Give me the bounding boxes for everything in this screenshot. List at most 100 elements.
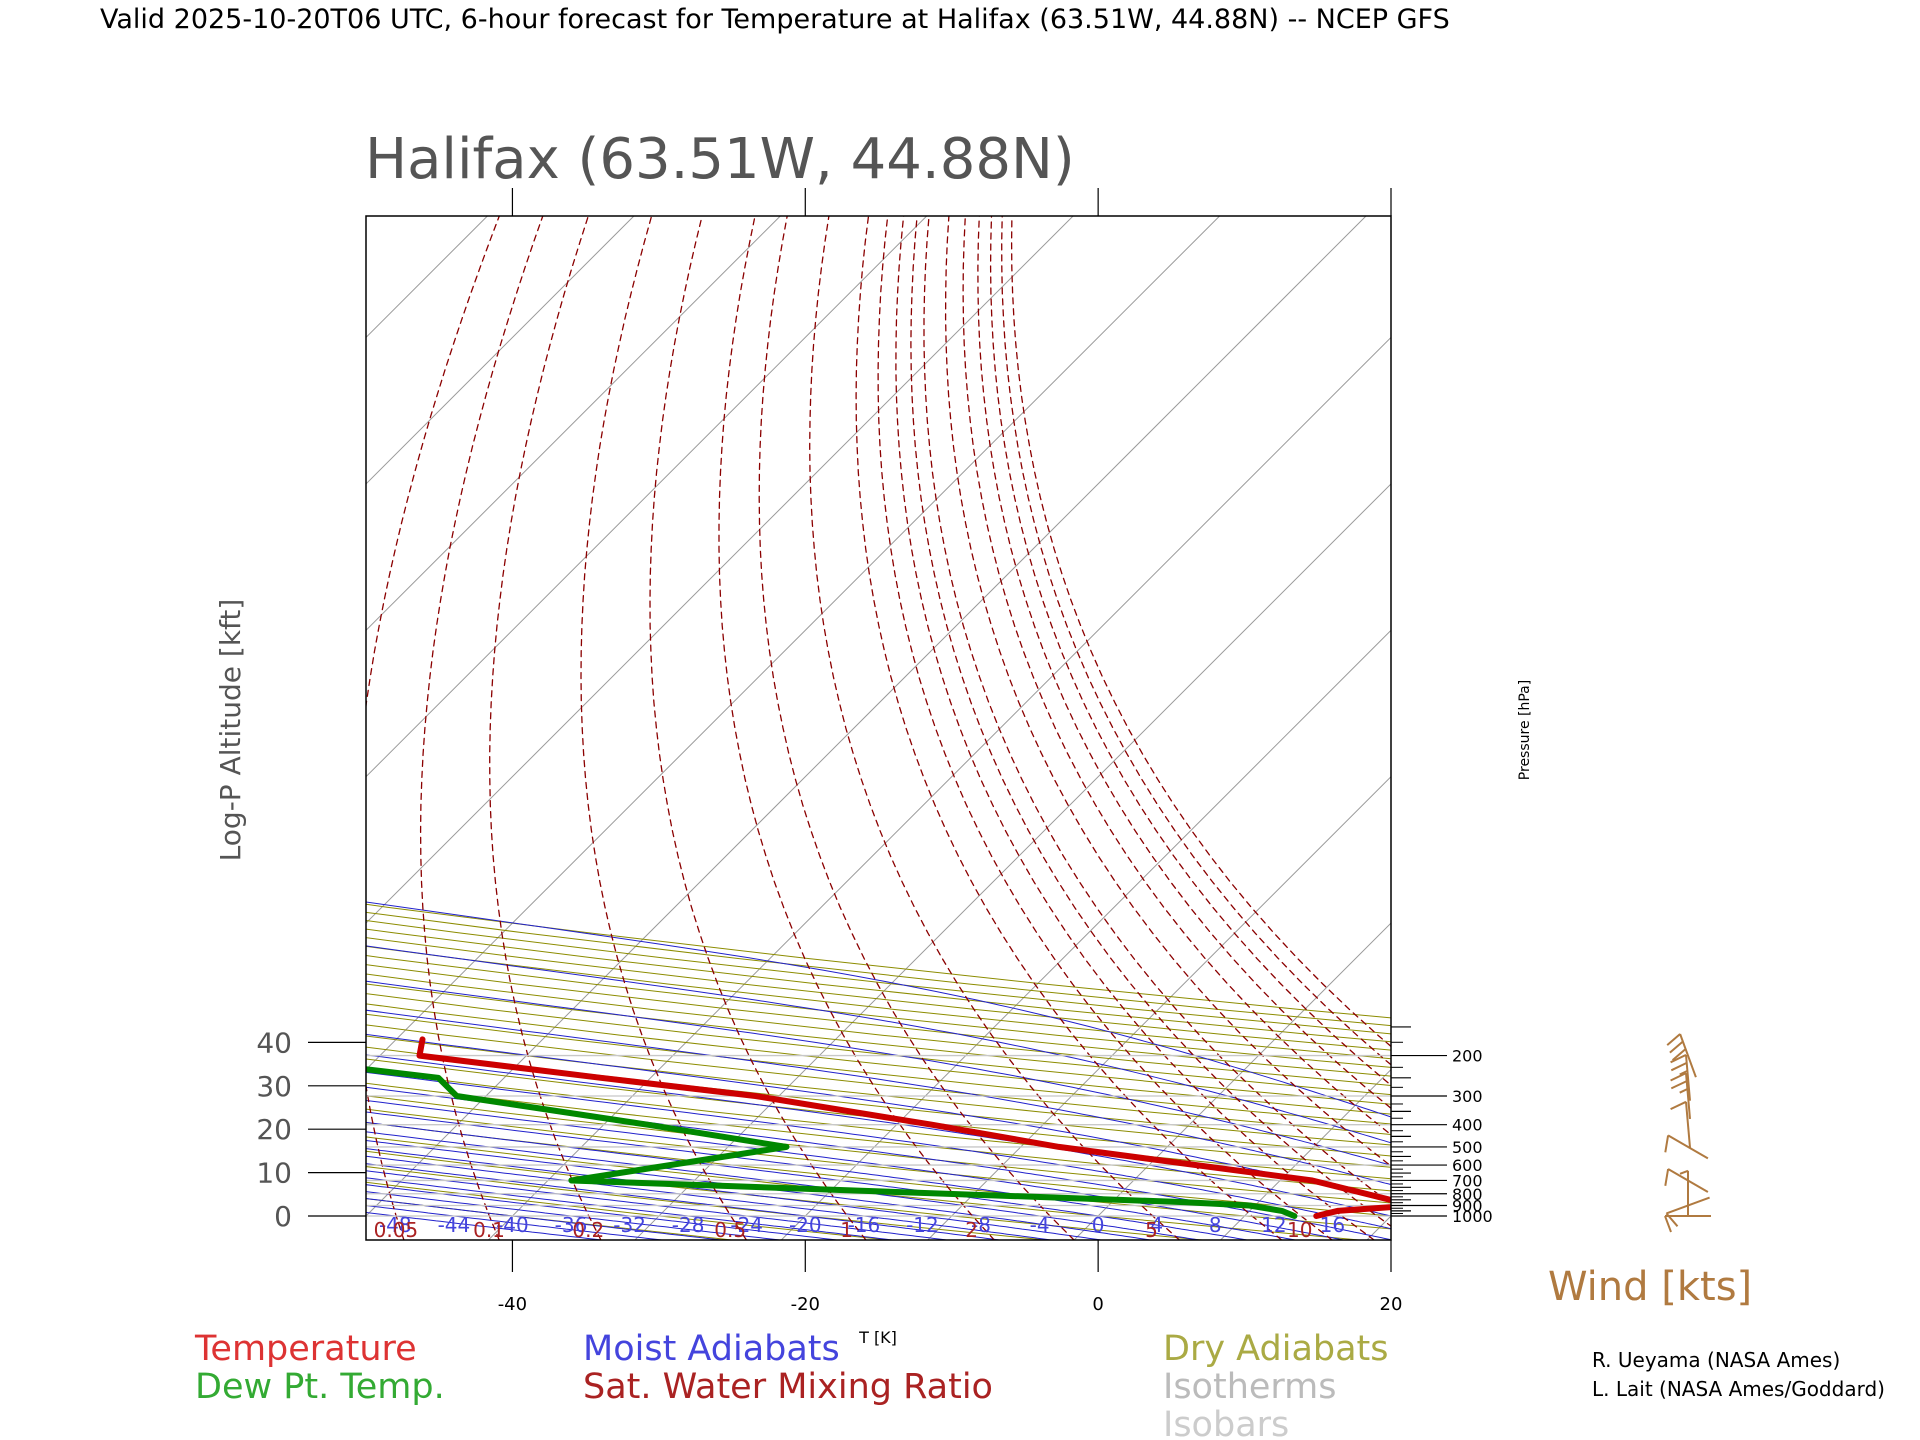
isotherm — [634, 483, 1391, 1240]
pressure-tick-label: 800 — [1452, 1185, 1483, 1204]
mixing-ratio-label: 1 — [840, 1218, 853, 1242]
dry-adiabat — [366, 993, 1391, 1105]
moist-adiabat — [366, 1148, 1105, 1240]
credits: R. Ueyama (NASA Ames) L. Lait (NASA Ames/… — [1592, 1348, 1885, 1401]
isotherm — [1073, 922, 1391, 1240]
mixing-ratio-line — [855, 216, 1283, 1240]
legend-item: Moist Adiabats — [583, 1329, 840, 1369]
mixing-ratio-line — [366, 216, 500, 1240]
moist-adiabat — [366, 1184, 841, 1240]
moist-adiabat-label: -4 — [1030, 1213, 1050, 1237]
moist-adiabat — [366, 1054, 1391, 1217]
wind-barb-flag — [1670, 1072, 1687, 1082]
pressure-tick-label: 400 — [1452, 1116, 1483, 1135]
dry-adiabat — [366, 964, 1391, 1077]
moist-adiabat — [366, 1086, 1391, 1240]
credit-line: L. Lait (NASA Ames/Goddard) — [1592, 1377, 1885, 1401]
wind-barb-flag — [1666, 1033, 1681, 1046]
temperature-tick-label: -40 — [498, 1294, 527, 1315]
moist-adiabat — [366, 1155, 1055, 1240]
wind-barb — [1685, 1101, 1691, 1148]
isotherm — [0, 216, 48, 1240]
mixing-ratio-line — [977, 216, 1391, 1110]
mixing-ratio-line — [910, 216, 1391, 1227]
moist-adiabat-label: -40 — [496, 1213, 529, 1237]
mixing-ratio-label: 10 — [1287, 1218, 1312, 1242]
isotherm — [780, 629, 1391, 1240]
wind-barb-half-flag — [1679, 1169, 1689, 1175]
wind-barb — [1667, 1168, 1709, 1193]
altitude-tick-label: 30 — [256, 1070, 292, 1103]
moist-adiabat-label: -36 — [555, 1213, 588, 1237]
moist-adiabat — [366, 1211, 606, 1240]
isobars — [366, 1054, 1391, 1217]
moist-adiabat-label: -28 — [672, 1213, 705, 1237]
moist-adiabat — [366, 1170, 951, 1240]
isotherm — [927, 775, 1391, 1240]
wind-barb-flag — [1665, 1212, 1679, 1227]
isotherm — [0, 216, 195, 1240]
moist-adiabat — [366, 980, 1391, 1166]
mixing-ratio-line — [1010, 216, 1391, 1048]
dry-adiabat — [366, 1013, 1391, 1125]
mixing-ratio-line — [877, 216, 1333, 1240]
moist-adiabat — [366, 1099, 1346, 1240]
isotherm — [366, 216, 635, 485]
legend-item: Dry Adiabats — [1163, 1329, 1389, 1369]
x-axis-label: T [K] — [858, 1328, 897, 1347]
moist-adiabat — [366, 1163, 1004, 1240]
wind-label: Wind [kts] — [1548, 1264, 1752, 1310]
background-lines — [0, 216, 1920, 1240]
legend-item: Isobars — [1163, 1405, 1289, 1440]
isotherm — [366, 216, 1074, 924]
isotherm — [1513, 216, 1920, 1240]
moist-adiabat — [366, 1111, 1298, 1240]
moist-adiabat — [366, 901, 1391, 1118]
wind-barb-flag — [1664, 1135, 1670, 1153]
pressure-tick-label: 700 — [1452, 1172, 1483, 1191]
mixing-ratio-label: 5 — [1145, 1218, 1158, 1242]
mixing-ratio-label: 0.05 — [374, 1218, 419, 1242]
moist-adiabat-label: -12 — [906, 1213, 939, 1237]
temperature-axis: -40 -20 0 20 — [498, 188, 1402, 1315]
mixing-ratio-label: 2 — [965, 1218, 978, 1242]
legend-item: Temperature — [194, 1329, 417, 1369]
moist-adiabat — [366, 1177, 897, 1240]
credit-line: R. Ueyama (NASA Ames) — [1592, 1348, 1840, 1372]
wind-barb-half-flag — [1679, 1069, 1688, 1076]
mixing-ratio-line — [895, 216, 1375, 1240]
moist-adiabat-label: 12 — [1261, 1213, 1286, 1237]
mixing-ratio-label: 0.5 — [714, 1218, 746, 1242]
mixing-ratio-line — [962, 216, 1391, 1136]
dry-adiabat — [366, 1058, 1391, 1168]
moist-adiabat — [366, 1204, 666, 1240]
dry-adiabat — [366, 973, 1391, 1086]
wind-barb-flag — [1664, 1215, 1672, 1233]
dry-adiabat — [366, 1166, 1046, 1240]
dry-adiabat — [366, 1024, 1391, 1136]
moist-adiabat-label: 8 — [1209, 1213, 1222, 1237]
pressure-tick-label: 200 — [1452, 1047, 1483, 1066]
moist-adiabat — [366, 1009, 1391, 1186]
isotherm — [1220, 1068, 1391, 1240]
page-title: Valid 2025-10-20T06 UTC, 6-hour forecast… — [100, 4, 1450, 35]
isotherm — [487, 336, 1391, 1240]
temperature-profile — [416, 1036, 1391, 1219]
mixing-ratio-line — [809, 216, 1181, 1240]
wind-barb-flag — [1670, 1061, 1688, 1072]
altitude-tick-label: 10 — [256, 1157, 292, 1190]
moist-adiabat — [366, 1197, 726, 1240]
altitude-tick-label: 40 — [256, 1026, 292, 1059]
wind-barb-flag — [1670, 1053, 1687, 1064]
isotherm — [366, 216, 781, 632]
wind-barb — [1685, 1054, 1691, 1101]
moist-adiabat-label: -32 — [613, 1213, 646, 1237]
dry-adiabat — [366, 1035, 1391, 1146]
mixing-ratio-line — [419, 216, 544, 1240]
mixing-ratio-line — [580, 216, 748, 1240]
wind-barb — [1667, 1134, 1709, 1160]
plot-frame — [365, 215, 1392, 1241]
mixing-ratio-line — [649, 216, 867, 1240]
